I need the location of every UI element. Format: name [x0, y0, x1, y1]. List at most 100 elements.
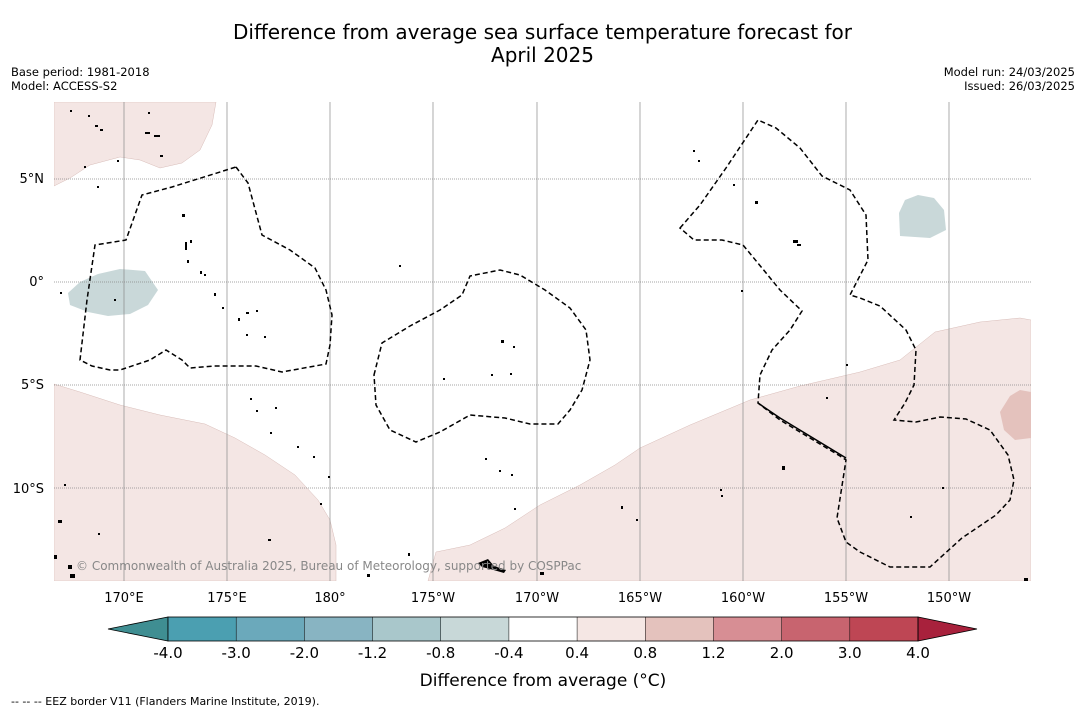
colorbar-title: Difference from average (°C)	[420, 671, 667, 691]
base-period: Base period: 1981-2018	[11, 65, 150, 79]
island	[320, 503, 322, 505]
island	[182, 214, 185, 217]
colorbar-frame	[167, 616, 919, 642]
model-run: Model run: 24/03/2025	[943, 65, 1075, 79]
island	[443, 378, 445, 380]
island	[54, 555, 57, 559]
island	[250, 398, 252, 400]
colorbar-ticks: -4.0 -3.0 -2.0 -1.2 -0.8 -0.4 0.4 0.8 1.2 2.0 3.0 4…	[153, 644, 930, 662]
eez-border-solid-segment	[757, 402, 847, 459]
island	[698, 160, 700, 162]
eez-border-gilbert-islands	[79, 166, 333, 373]
latitude-labels: 5°N 0° 5°S 10°S	[13, 172, 44, 497]
island	[797, 244, 801, 246]
colorbar-extend-high	[917, 616, 978, 642]
island	[214, 293, 216, 296]
colorbar-segment	[236, 617, 305, 641]
eez-border-phoenix-islands	[373, 269, 591, 443]
island	[846, 364, 848, 366]
title-line-2: April 2025	[491, 43, 594, 67]
island	[256, 310, 258, 312]
colorbar-tick-label: -1.2	[358, 644, 387, 662]
island	[68, 565, 72, 569]
gridlines	[54, 102, 1031, 581]
lon-label-175E: 175°E	[207, 591, 247, 606]
island	[297, 446, 299, 448]
island	[399, 265, 401, 267]
island	[511, 474, 513, 476]
island	[514, 508, 516, 510]
island	[97, 186, 99, 188]
colorbar-tick-label: -3.0	[222, 644, 251, 662]
colorbar-segment	[508, 617, 578, 641]
colorbar-tick-label: 0.8	[633, 644, 657, 662]
copyright-notice: © Commonwealth of Australia 2025, Bureau…	[76, 559, 581, 573]
island	[275, 407, 277, 409]
colorbar-segments	[107, 616, 978, 642]
island	[313, 456, 315, 458]
colorbar-segment	[849, 617, 919, 641]
title-line-1: Difference from average sea surface temp…	[232, 20, 852, 44]
island	[826, 397, 828, 399]
island	[491, 374, 493, 376]
colorbar-segment	[577, 617, 646, 641]
colorbar-tick-label: -0.8	[426, 644, 455, 662]
island	[782, 466, 785, 470]
lon-label-150W: 150°W	[927, 591, 971, 606]
lon-label-155W: 155°W	[824, 591, 868, 606]
island	[200, 271, 202, 274]
island	[942, 487, 944, 489]
island	[160, 155, 163, 157]
colorbar-segment	[713, 617, 783, 641]
island	[270, 432, 272, 434]
colorbar-tick-label: -4.0	[153, 644, 182, 662]
colorbar-tick-label: 0.4	[565, 644, 589, 662]
island	[70, 574, 75, 578]
colorbar-tick-label: -0.4	[494, 644, 523, 662]
island	[222, 307, 224, 309]
lon-label-165W: 165°W	[618, 591, 662, 606]
lon-label-175W: 175°W	[411, 591, 455, 606]
island	[98, 533, 100, 535]
islands	[54, 110, 1028, 581]
island	[204, 274, 206, 276]
colorbar-segment	[168, 617, 237, 641]
colorbar-tick-label: -2.0	[290, 644, 319, 662]
island	[246, 334, 248, 336]
island	[513, 346, 515, 348]
colorbar-tick-label: 1.2	[702, 644, 726, 662]
lon-label-170E: 170°E	[104, 591, 144, 606]
colorbar-tick-label: 2.0	[770, 644, 794, 662]
island	[721, 495, 723, 497]
island	[910, 516, 912, 518]
lat-label-5N: 5°N	[20, 172, 45, 187]
island	[733, 184, 735, 186]
island	[720, 489, 722, 491]
island	[1024, 578, 1028, 581]
island	[264, 336, 266, 338]
island	[501, 340, 504, 343]
map-panel: © Commonwealth of Australia 2025, Bureau…	[54, 102, 1031, 581]
model-name: Model: ACCESS-S2	[11, 79, 118, 93]
island	[693, 150, 695, 152]
warm-anomaly-patch-east	[1000, 390, 1031, 440]
island	[246, 312, 249, 314]
colorbar-extend-low	[107, 616, 169, 642]
island	[510, 373, 512, 375]
colorbar-segment	[440, 617, 510, 641]
colorbar-segment	[645, 617, 714, 641]
cool-anomaly-patch-northeast	[899, 195, 946, 238]
island-samoa	[478, 559, 506, 573]
eez-footnote: -- -- -- EEZ border V11 (Flanders Marine…	[11, 695, 320, 708]
meta-right: Model run: 24/03/2025 Issued: 26/03/2025	[944, 65, 1075, 93]
island	[408, 553, 410, 556]
lat-label-5S: 5°S	[21, 378, 44, 393]
colorbar-segment	[304, 617, 374, 641]
island	[256, 410, 258, 412]
island	[540, 572, 544, 575]
island	[88, 115, 90, 117]
lon-label-160W: 160°W	[721, 591, 765, 606]
island	[190, 240, 192, 243]
island	[117, 160, 119, 162]
